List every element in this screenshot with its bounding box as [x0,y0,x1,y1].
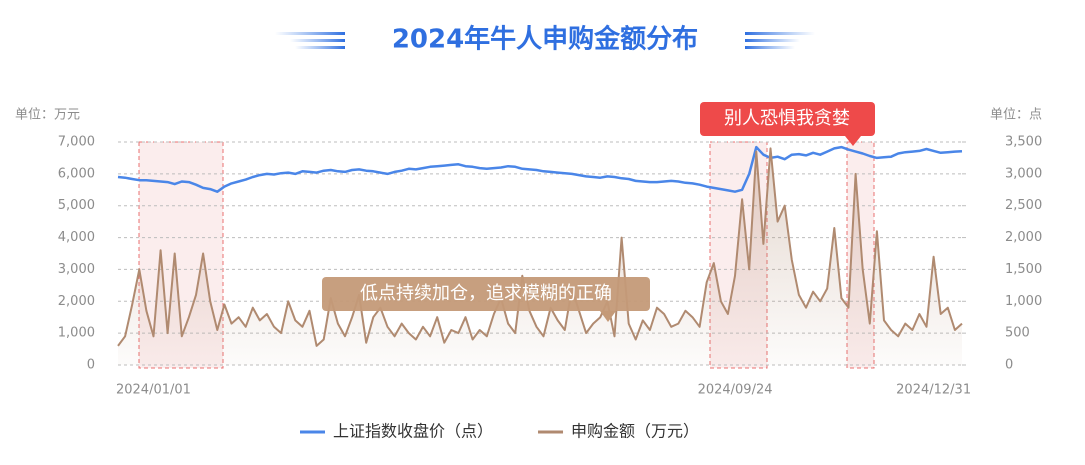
legend-label: 上证指数收盘价（点） [333,422,493,441]
y2-axis-label: 单位：点 [990,108,1042,123]
y2-tick-label: 3,500 [1005,135,1042,150]
y2-tick-label: 1,000 [1005,294,1042,309]
legend: 上证指数收盘价（点） 申购金额（万元） [300,422,699,441]
y2-tick-label: 2,000 [1005,230,1042,245]
annotation: 低点持续加仓，追求模糊的正确 [360,283,612,304]
y-tick-label: 0 [87,358,95,373]
x-tick-label: 2024/01/01 [116,383,191,398]
y2-tick-label: 1,500 [1005,262,1042,277]
y2-tick-label: 0 [1005,358,1013,373]
y2-tick-label: 3,000 [1005,166,1042,181]
y-axis-label: 单位：万元 [15,108,80,123]
y-tick-label: 7,000 [58,135,95,150]
y-tick-label: 3,000 [58,262,95,277]
y2-tick-label: 2,500 [1005,198,1042,213]
y2-tick-label: 500 [1005,326,1030,341]
y-tick-label: 1,000 [58,326,95,341]
y-tick-label: 6,000 [58,166,95,181]
callout-brown: 低点持续加仓，追求模糊的正确 [322,277,650,322]
x-tick-label: 2024/09/24 [698,383,773,398]
callout-red: 别人恐惧我贪婪 [700,102,875,146]
x-tick-label: 2024/12/31 [896,383,971,398]
y-tick-label: 2,000 [58,294,95,309]
annotation: 别人恐惧我贪婪 [724,108,850,129]
line [117,147,963,347]
title-decoration [275,32,815,49]
y-tick-label: 5,000 [58,198,95,213]
chart-title: 2024年牛人申购金额分布 [392,24,698,55]
line [117,145,963,193]
y-tick-label: 4,000 [58,230,95,245]
legend-label: 申购金额（万元） [571,422,699,441]
